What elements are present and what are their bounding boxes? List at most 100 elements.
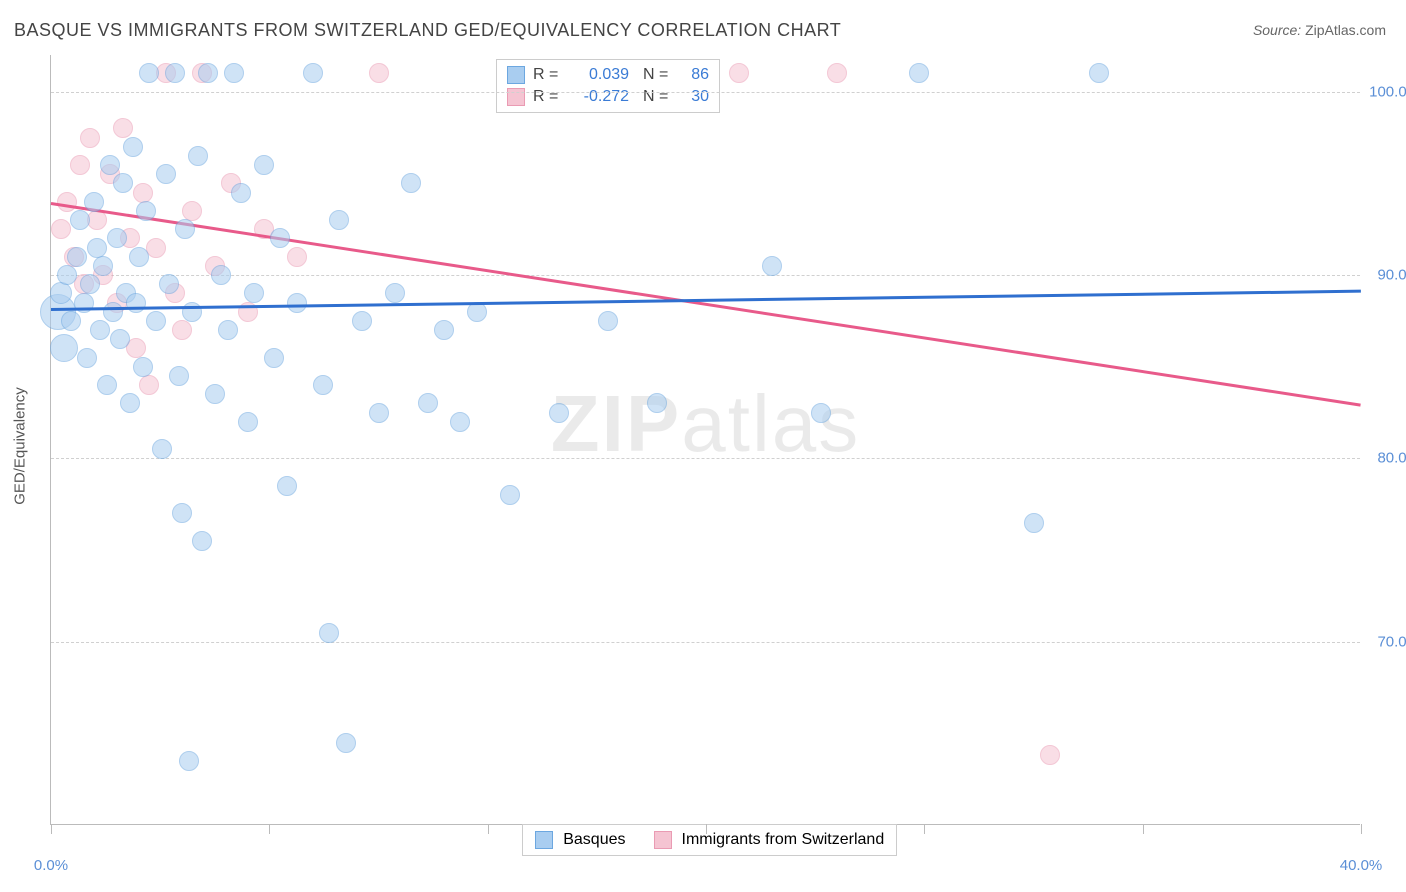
basques-point [50,334,78,362]
legend-row-basques: R = 0.039 N = 86 [507,64,709,86]
basques-point [188,146,208,166]
basques-point [762,256,782,276]
basques-point [303,63,323,83]
basques-point [90,320,110,340]
basques-point [129,247,149,267]
basques-point [205,384,225,404]
basques-point [97,375,117,395]
basques-point [385,283,405,303]
basques-point [169,366,189,386]
basques-point [211,265,231,285]
gridline [51,458,1360,459]
watermark-bold: ZIP [551,379,681,468]
series-legend: Basques Immigrants from Switzerland [522,824,897,856]
legend-row-swiss: R = -0.272 N = 30 [507,86,709,108]
basques-point [329,210,349,230]
basques-point [126,293,146,313]
basques-point [192,531,212,551]
basques-point [287,293,307,313]
basques-point [500,485,520,505]
basques-point [57,265,77,285]
basques-point [598,311,618,331]
watermark: ZIPatlas [551,378,860,470]
basques-point [93,256,113,276]
basques-point [1024,513,1044,533]
y-tick-label: 100.0% [1365,83,1406,100]
swiss-point [57,192,77,212]
basques-point [110,329,130,349]
basques-point [156,164,176,184]
basques-point [549,403,569,423]
basques-point [1089,63,1109,83]
x-tick [51,824,52,834]
swiss-point [51,219,71,239]
basques-point [647,393,667,413]
basques-point [103,302,123,322]
x-tick-label: 0.0% [34,857,68,874]
basques-point [120,393,140,413]
swiss-point [133,183,153,203]
basques-point [352,311,372,331]
swiss-point [182,201,202,221]
basques-point [100,155,120,175]
basques-point [113,173,133,193]
basques-point [107,228,127,248]
basques-point [77,348,97,368]
basques-point [254,155,274,175]
y-axis-label: GED/Equivalency [12,387,29,505]
x-tick [706,824,707,834]
basques-point [146,311,166,331]
x-tick-label: 40.0% [1340,857,1383,874]
basques-point [70,210,90,230]
basques-point [369,403,389,423]
swatch-basques [507,66,525,84]
swatch-basques-icon [535,831,553,849]
basques-point [401,173,421,193]
basques-point [175,219,195,239]
x-tick [1143,824,1144,834]
x-tick [269,824,270,834]
gridline [51,92,1360,93]
basques-point [67,247,87,267]
basques-point [467,302,487,322]
swiss-point [729,63,749,83]
x-tick [924,824,925,834]
legend-label-swiss: Immigrants from Switzerland [682,831,885,849]
basques-point [133,357,153,377]
basques-point [264,348,284,368]
n-value-basques: 86 [679,66,709,84]
y-tick-label: 90.0% [1365,267,1406,284]
basques-point [224,63,244,83]
r-label: R = [533,66,561,84]
basques-point [244,283,264,303]
basques-point [139,63,159,83]
basques-point [319,623,339,643]
swiss-point [70,155,90,175]
basques-point [159,274,179,294]
basques-point [270,228,290,248]
chart-container: BASQUE VS IMMIGRANTS FROM SWITZERLAND GE… [0,0,1406,892]
basques-point [87,238,107,258]
gridline [51,275,1360,276]
basques-point [136,201,156,221]
basques-point [811,403,831,423]
basques-point [172,503,192,523]
gridline [51,642,1360,643]
y-tick-label: 80.0% [1365,450,1406,467]
basques-point [231,183,251,203]
basques-point [152,439,172,459]
correlation-legend: R = 0.039 N = 86 R = -0.272 N = 30 [496,59,720,113]
swiss-point [1040,745,1060,765]
source-name: ZipAtlas.com [1305,22,1386,38]
basques-point [277,476,297,496]
swiss-point [369,63,389,83]
x-tick [1361,824,1362,834]
basques-point [450,412,470,432]
n-label: N = [643,66,671,84]
watermark-rest: atlas [681,379,860,468]
chart-title: BASQUE VS IMMIGRANTS FROM SWITZERLAND GE… [14,20,841,41]
basques-point [313,375,333,395]
basques-point [80,274,100,294]
basques-point [84,192,104,212]
basques-point [434,320,454,340]
